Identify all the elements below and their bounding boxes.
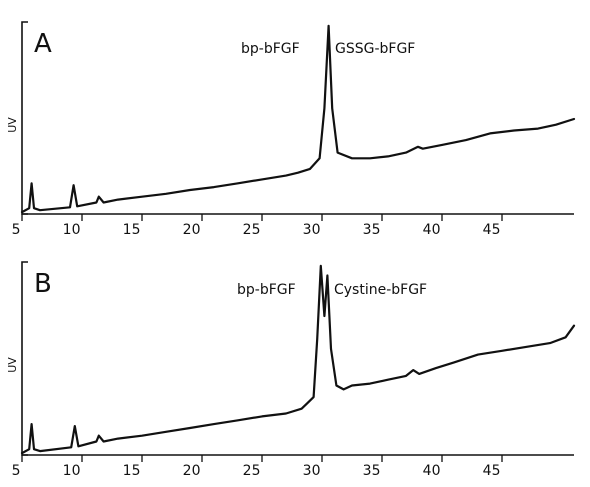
- panel-a-ylabel: UV: [6, 117, 19, 133]
- panel-a-label: A: [34, 29, 52, 59]
- panel-a-x-tick-label-15: 15: [123, 222, 141, 238]
- panel-a-x-tick-label-45: 45: [483, 222, 501, 238]
- panel-b-x-tick-label-40: 40: [423, 463, 441, 479]
- panel-a-x-tick-label-30: 30: [303, 222, 321, 238]
- panel-b-x-tick-label-30: 30: [303, 463, 321, 479]
- panel-a-x-tick-label-10: 10: [63, 222, 81, 238]
- panel-b-trace: [20, 264, 576, 455]
- panel-b-x-tick-label-15: 15: [123, 463, 141, 479]
- panel-b-x-tick-label-45: 45: [483, 463, 501, 479]
- panel-a-trace: [20, 24, 576, 214]
- panel-a-y-axis: [21, 21, 28, 215]
- panel-b-annotation-bp-bfgf: bp-bFGF: [237, 282, 296, 298]
- panel-b-x-tick-label-25: 25: [243, 463, 261, 479]
- panel-a-annotation-bp-bfgf: bp-bFGF: [241, 41, 300, 57]
- panel-b: B bp-bFGF Cystine-bFGF UV 5 10 15 20 25 30 35 4…: [6, 261, 576, 479]
- panel-b-y-axis: [21, 261, 28, 456]
- panel-a-x-tick-label-5: 5: [12, 222, 21, 238]
- panel-a-x-tick-label-20: 20: [183, 222, 201, 238]
- panel-b-label: B: [34, 269, 52, 299]
- panel-b-annotation-cystine-bfgf: Cystine-bFGF: [334, 282, 427, 298]
- panel-b-x-tick-label-5: 5: [12, 463, 21, 479]
- panel-b-x-tick-label-10: 10: [63, 463, 81, 479]
- panel-b-x-tick-label-35: 35: [363, 463, 381, 479]
- panel-b-x-tick-label-20: 20: [183, 463, 201, 479]
- panel-a-x-tick-label-25: 25: [243, 222, 261, 238]
- panel-a-x-tick-label-35: 35: [363, 222, 381, 238]
- panel-b-ticks: 5 10 15 20 25 30 35 40 45: [12, 455, 503, 479]
- panel-a-x-tick-label-40: 40: [423, 222, 441, 238]
- panel-a: A bp-bFGF GSSG-bFGF UV 5 10 15 20 25 30 35 40 45: [6, 21, 576, 238]
- panel-a-ticks: 5 10 15 20 25 30 35 40 45: [12, 214, 503, 238]
- panel-a-annotation-gssg-bfgf: GSSG-bFGF: [335, 41, 415, 57]
- panel-b-ylabel: UV: [6, 357, 19, 373]
